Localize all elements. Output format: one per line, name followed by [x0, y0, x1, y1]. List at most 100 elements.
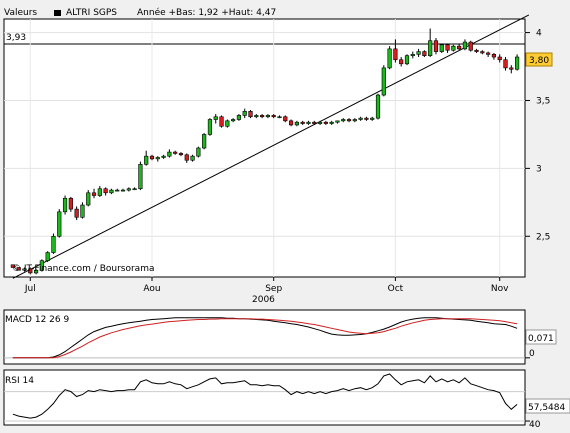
candle-body: [410, 54, 415, 56]
candle: [219, 115, 224, 128]
price-ytick-label: 3: [536, 164, 542, 174]
candle-body: [91, 192, 97, 196]
rsi-title: RSI 14: [5, 376, 34, 386]
candle: [97, 186, 102, 197]
candle-body: [260, 115, 265, 118]
candle-body: [375, 94, 381, 119]
current-price-label: 3,80: [529, 56, 549, 66]
candle: [404, 54, 410, 66]
candle: [462, 39, 468, 51]
candle: [300, 120, 305, 125]
candle-body: [294, 121, 299, 126]
candle: [410, 51, 415, 59]
macd-value-label: 0,071: [528, 334, 554, 344]
candle-body: [387, 48, 392, 69]
candle: [381, 65, 386, 97]
candle-body: [393, 48, 398, 61]
candle: [265, 114, 270, 119]
rsi-plot-area: [3, 369, 526, 426]
candle: [433, 38, 439, 55]
candle-body: [68, 197, 73, 210]
candle: [457, 43, 462, 51]
candle: [451, 44, 456, 52]
candle: [57, 209, 62, 238]
price-xtick-label: Sep: [265, 284, 282, 294]
candle: [480, 50, 485, 55]
price-ytick-label: 4: [536, 29, 542, 39]
candle-body: [213, 116, 218, 120]
watermark: © IT-Finance.com / Boursorama: [12, 264, 154, 274]
candle: [190, 154, 195, 162]
candle-body: [231, 119, 236, 122]
candle: [91, 188, 97, 199]
candle-body: [480, 51, 485, 54]
candle: [422, 50, 427, 58]
candle-body: [16, 267, 21, 271]
candle-body: [138, 163, 143, 190]
candle: [225, 119, 230, 128]
candle-body: [486, 52, 491, 55]
candle-body: [422, 51, 427, 56]
candle: [358, 116, 363, 121]
candle-body: [323, 121, 328, 124]
candle-body: [254, 115, 259, 118]
candle-body: [207, 119, 213, 135]
candle-body: [109, 189, 114, 194]
candle-body: [474, 49, 479, 52]
candle: [335, 120, 340, 124]
candle: [294, 120, 299, 127]
candle-body: [80, 204, 85, 218]
candle-body: [364, 117, 369, 120]
rsi-line: [12, 373, 518, 419]
candle: [277, 115, 282, 119]
candle: [167, 149, 172, 158]
candle-body: [178, 153, 184, 156]
current-price-tag: 3,80: [525, 52, 553, 67]
candle-body: [306, 121, 311, 124]
candle-body: [202, 134, 207, 149]
macd-line: [12, 317, 518, 359]
macd-panel: MACD 12 26 9 0 0,071: [3, 309, 557, 365]
candle: [138, 161, 143, 191]
candle: [497, 54, 502, 63]
candle: [196, 146, 201, 158]
candle: [231, 118, 236, 123]
price-plot-area: [3, 18, 526, 278]
candle-body: [173, 151, 178, 154]
candle: [161, 154, 166, 159]
candle-body: [503, 59, 508, 69]
reference-label: 3,93: [6, 33, 26, 43]
candle: [120, 188, 126, 192]
candle: [22, 267, 27, 272]
candle-body: [120, 189, 126, 192]
candle: [515, 54, 520, 71]
candle-body: [167, 151, 172, 157]
candle-body: [283, 116, 288, 122]
candle: [62, 195, 68, 215]
candle: [468, 40, 473, 52]
rsi-value-label: 57,5484: [528, 403, 565, 413]
candle-body: [352, 119, 357, 122]
candle: [393, 39, 398, 63]
candle: [68, 196, 73, 212]
candle: [213, 114, 218, 124]
candle: [486, 51, 491, 58]
candle-body: [74, 208, 79, 218]
candle-body: [62, 197, 68, 213]
candle-body: [404, 55, 410, 65]
candle-body: [184, 154, 189, 161]
candle: [254, 114, 259, 119]
candle: [260, 114, 265, 119]
candle-body: [219, 116, 224, 127]
trendline: [12, 14, 530, 279]
candle-body: [433, 40, 439, 52]
candle-body: [22, 268, 27, 271]
candle-body: [144, 155, 149, 165]
rsi-tick-40: 40: [529, 420, 541, 430]
candle-body: [468, 41, 473, 51]
candle: [144, 150, 149, 166]
candle-body: [86, 192, 91, 206]
candle-body: [457, 45, 462, 50]
